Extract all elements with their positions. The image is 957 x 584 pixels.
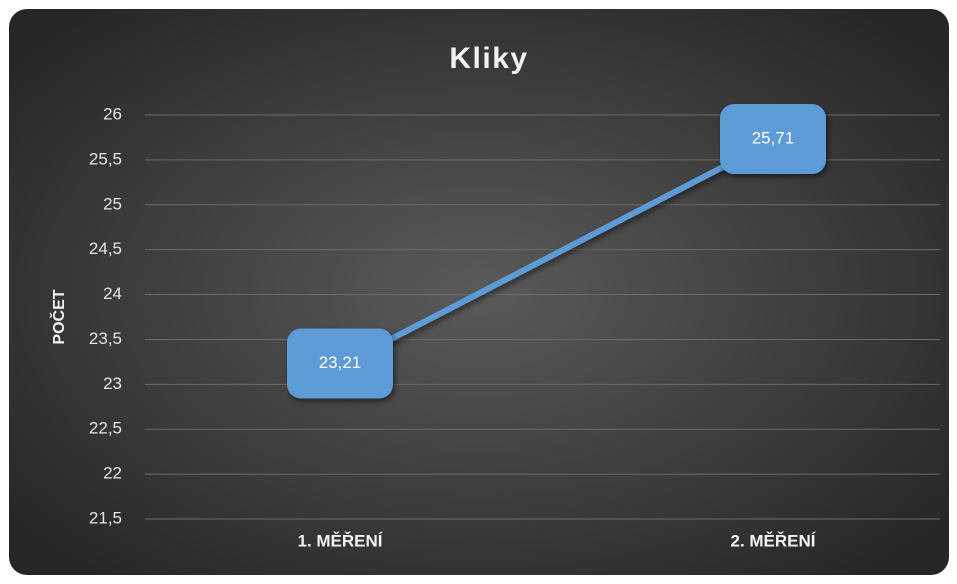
y-tick-label: 23: [103, 374, 122, 393]
chart-title: Kliky: [449, 42, 528, 75]
data-label: 25,71: [752, 129, 795, 148]
y-tick-label: 22: [103, 464, 122, 483]
data-label: 23,21: [319, 353, 362, 372]
x-tick-label: 2. MĚŘENÍ: [730, 531, 816, 550]
y-tick-label: 25: [103, 194, 122, 213]
y-tick-label: 22,5: [89, 419, 122, 438]
data-label-box: [287, 328, 393, 399]
y-tick-label: 24: [103, 284, 122, 303]
y-tick-label: 23,5: [89, 329, 122, 348]
y-tick-label: 21,5: [89, 508, 122, 527]
y-tick-label: 26: [103, 104, 122, 123]
x-tick-label: 1. MĚŘENÍ: [297, 531, 383, 550]
y-tick-label: 24,5: [89, 239, 122, 258]
data-line: [338, 138, 775, 369]
y-axis-label: POČET: [49, 289, 68, 344]
data-label-box: [720, 104, 826, 175]
y-tick-label: 25,5: [89, 149, 122, 168]
